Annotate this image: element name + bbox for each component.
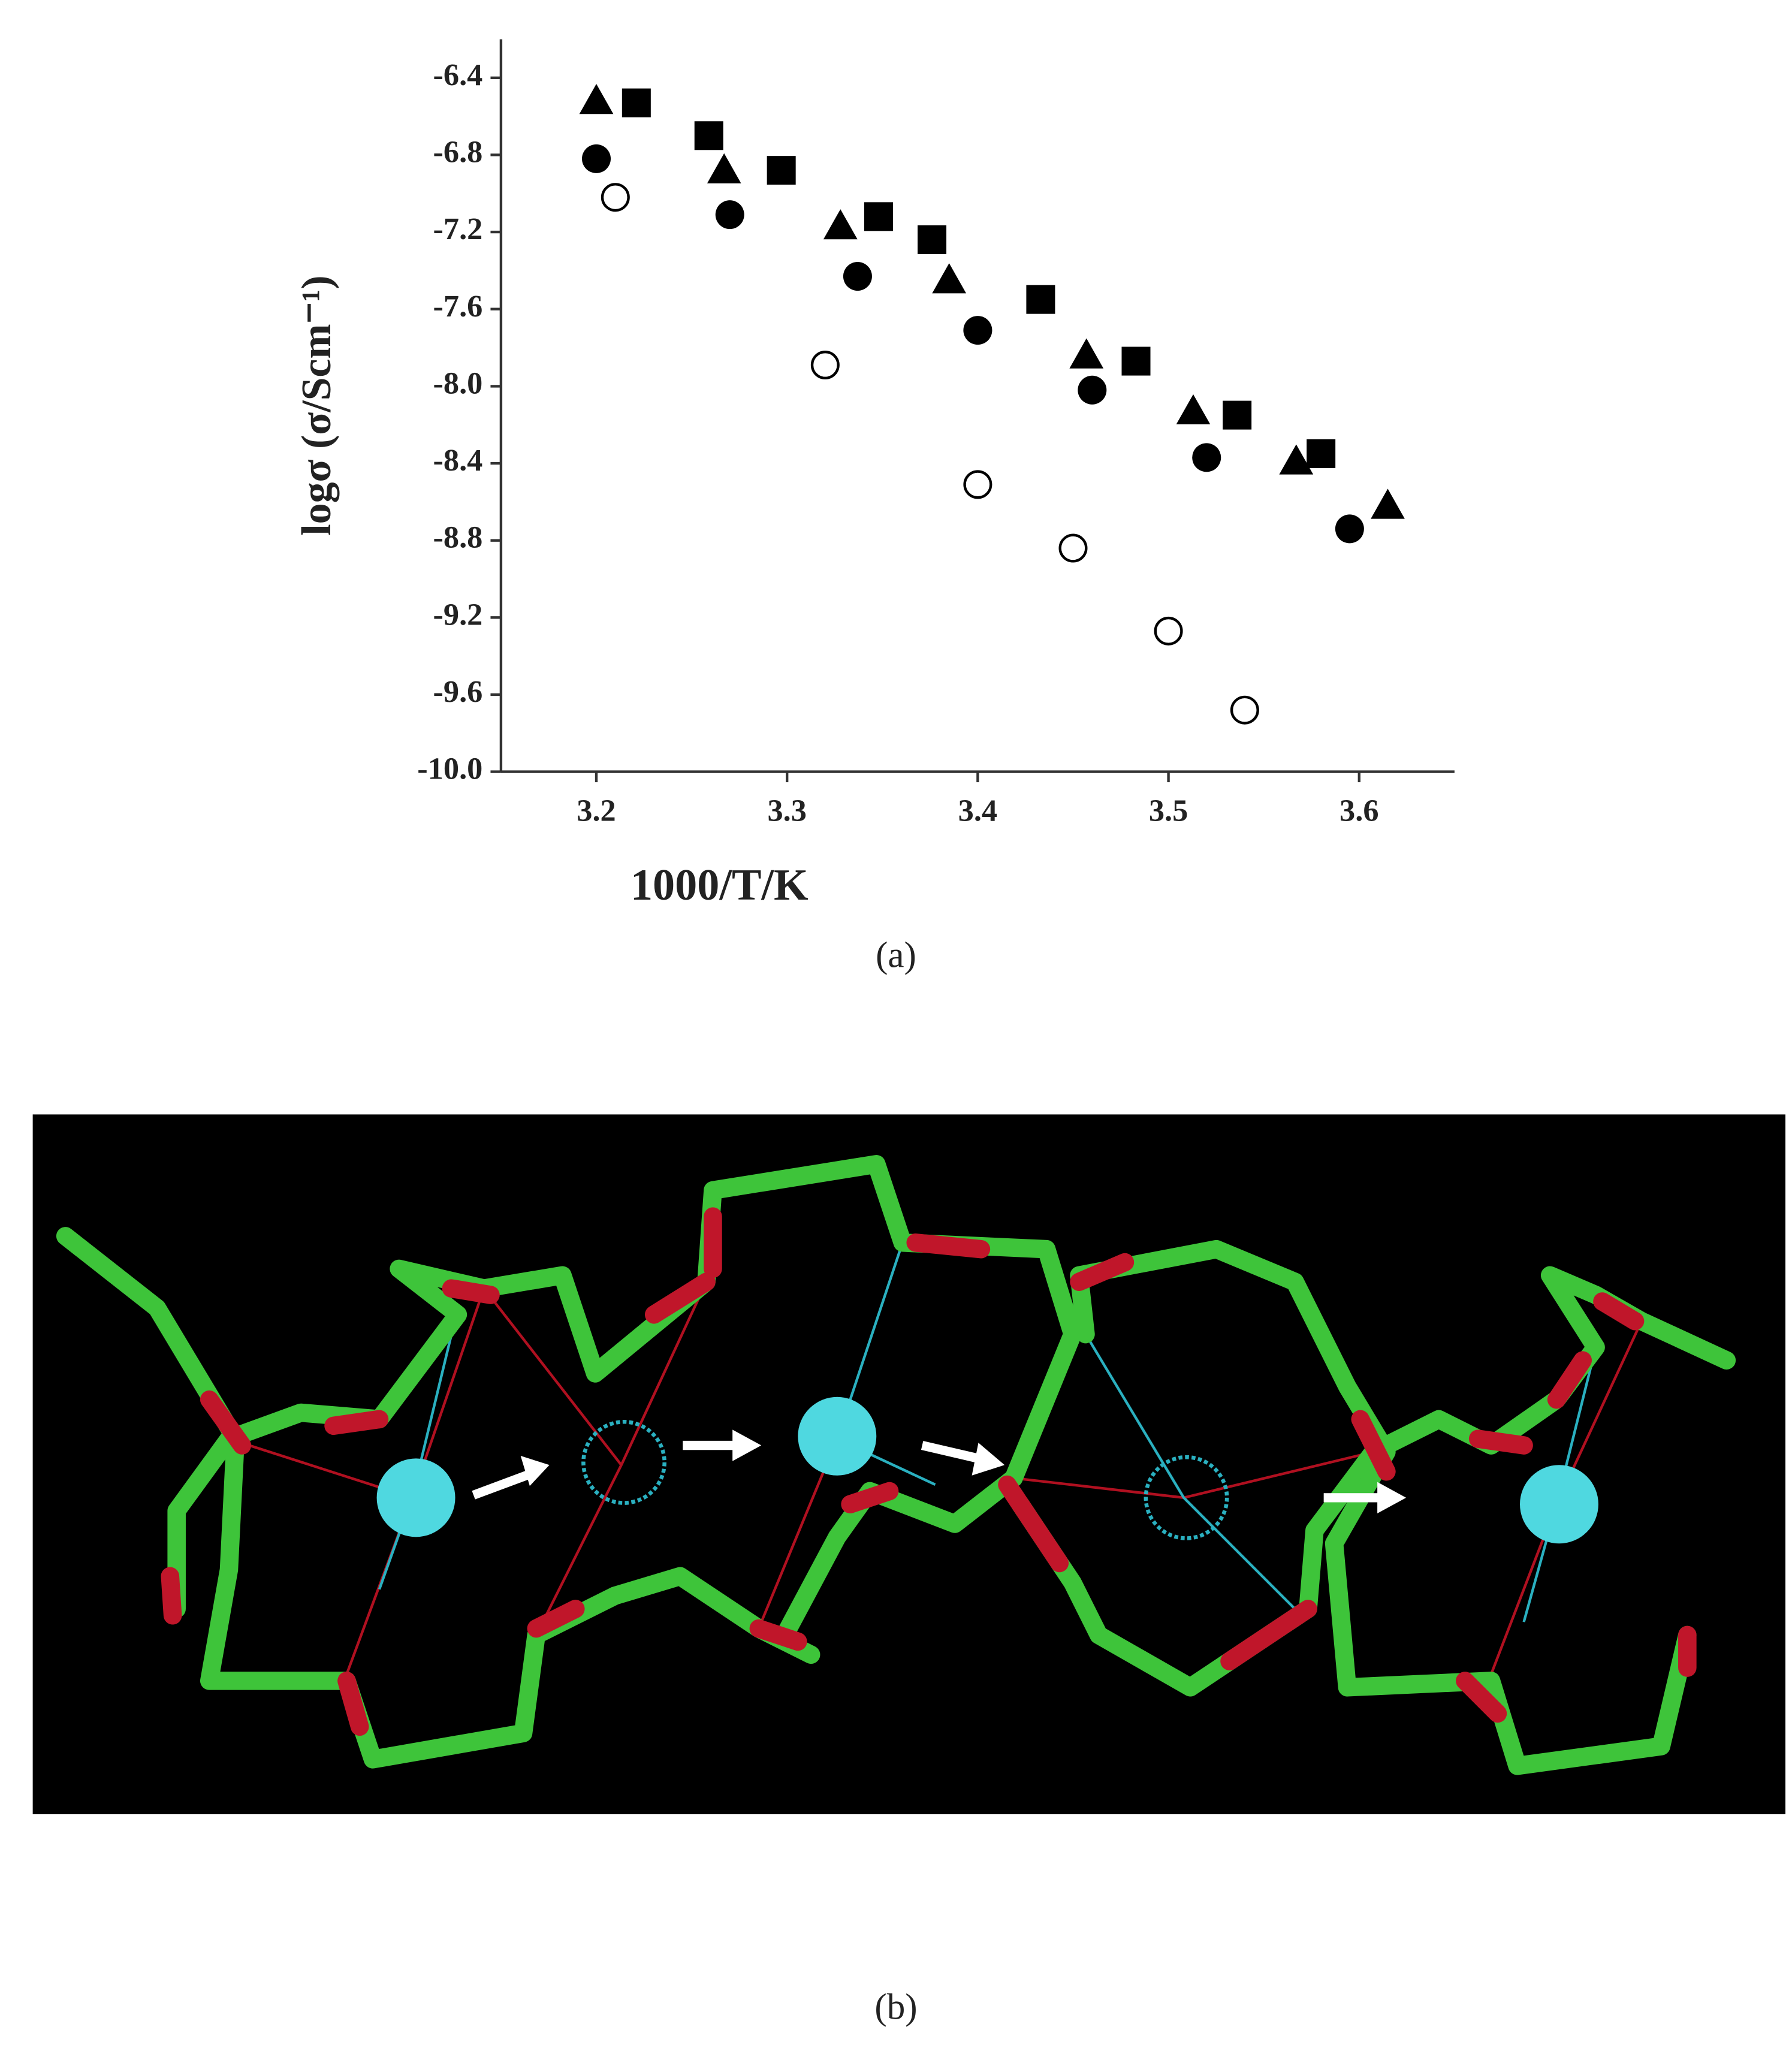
point <box>823 209 858 240</box>
x-tick-label: 3.3 <box>767 793 806 828</box>
image-background <box>32 1114 1786 1814</box>
point <box>1026 285 1055 314</box>
y-tick-label: -6.4 <box>433 58 482 92</box>
point <box>767 156 796 185</box>
x-tick-label: 3.6 <box>1340 793 1378 828</box>
point <box>963 470 992 499</box>
x-axis-label: 1000/T/K <box>630 861 808 910</box>
y-tick-label: -7.2 <box>433 212 482 246</box>
caption-b: (b) <box>874 1987 917 2027</box>
point <box>707 153 741 183</box>
y-tick-label: -8.0 <box>433 366 482 400</box>
y-tick-label: -8.8 <box>433 520 482 555</box>
y-tick-label: -9.2 <box>433 597 482 632</box>
point <box>1078 375 1107 405</box>
point <box>932 263 967 294</box>
y-tick-label: -10.0 <box>417 752 482 786</box>
point <box>1230 695 1259 725</box>
y-tick-label: -9.6 <box>433 674 482 709</box>
point <box>1154 616 1183 646</box>
y-tick-label: -8.4 <box>433 443 482 478</box>
point <box>1371 488 1405 519</box>
point <box>1069 338 1104 369</box>
point <box>843 262 872 291</box>
point <box>622 88 651 117</box>
x-tick-label: 3.4 <box>958 793 997 828</box>
oxygen <box>161 1207 1697 1736</box>
point <box>810 350 840 380</box>
molecule-image <box>32 1114 1786 1814</box>
arrows <box>472 1429 1407 1514</box>
y-axis-label: logσ (σ/Scm⁻¹) <box>294 275 340 535</box>
chain <box>1011 1266 1736 1697</box>
point <box>1335 514 1364 544</box>
point <box>963 316 992 345</box>
y-tick-label: -6.8 <box>433 134 482 169</box>
point <box>694 121 723 150</box>
caption-a: (a) <box>876 936 916 976</box>
ions <box>376 1397 1598 1544</box>
point <box>1307 439 1336 468</box>
point <box>601 183 630 212</box>
point <box>918 225 947 254</box>
point <box>864 202 893 231</box>
y-tick-label: -7.6 <box>433 289 482 324</box>
point <box>1121 346 1151 376</box>
point <box>1279 444 1314 475</box>
point <box>1058 533 1088 563</box>
point <box>1192 443 1221 472</box>
point <box>582 144 611 173</box>
point <box>715 200 744 230</box>
x-tick-label: 3.2 <box>577 793 616 828</box>
x-tick-label: 3.5 <box>1149 793 1188 828</box>
point <box>579 84 614 114</box>
point <box>1176 394 1211 425</box>
point <box>1223 400 1252 430</box>
